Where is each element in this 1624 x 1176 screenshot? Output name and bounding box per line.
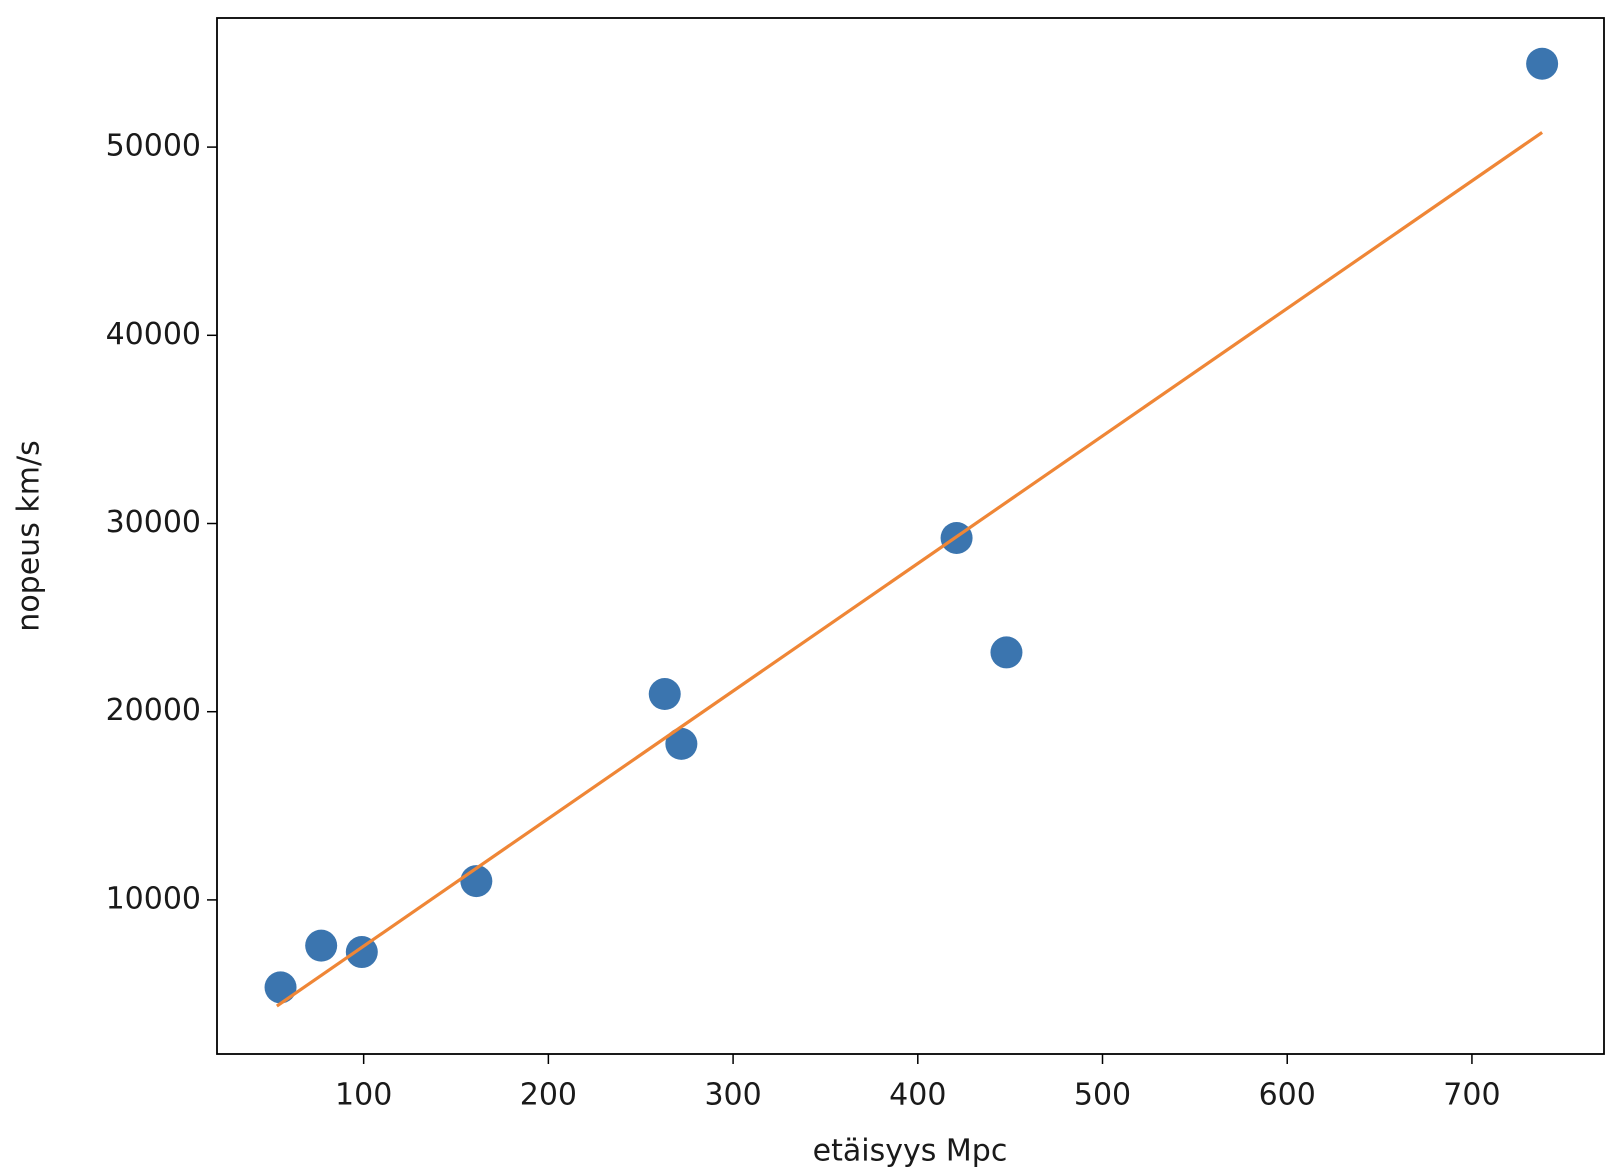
x-tick-label: 500 [1074,1078,1131,1113]
x-tick-label: 300 [704,1078,761,1113]
point [665,727,698,760]
point [648,678,681,711]
point [264,971,297,1004]
point [345,936,378,969]
plot-frame [216,17,1605,1055]
x-tick-label: 100 [335,1078,392,1113]
x-tick-label: 600 [1259,1078,1316,1113]
y-tick-label: 10000 [106,881,201,916]
x-axis-label: etäisyys Mpc [813,1134,1008,1169]
x-tick-label: 400 [889,1078,946,1113]
y-tick-label: 40000 [106,317,201,352]
y-tick-label: 50000 [106,129,201,164]
fit-line [275,131,1544,1008]
point [305,929,338,962]
point [1526,47,1559,80]
x-tick-label: 700 [1443,1078,1500,1113]
y-tick-label: 20000 [106,693,201,728]
x-tick-label: 200 [520,1078,577,1113]
y-tick-label: 30000 [106,505,201,540]
y-axis-label: nopeus km/s [12,440,47,631]
point [990,636,1023,669]
